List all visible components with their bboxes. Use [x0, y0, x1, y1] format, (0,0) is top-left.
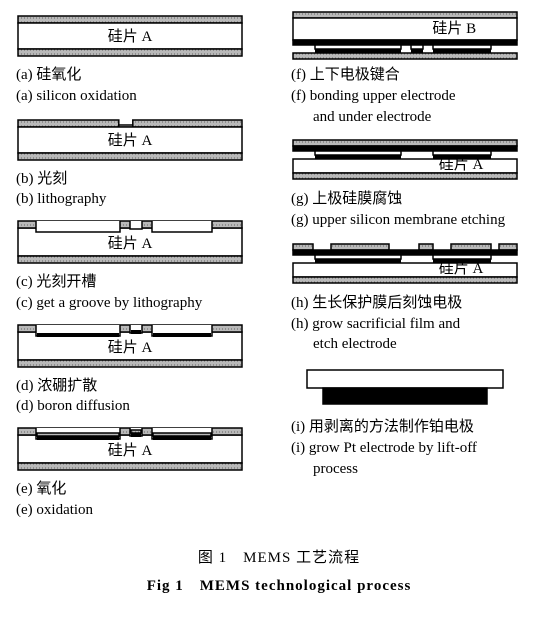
step-a-diagram: 硅片 A — [14, 8, 246, 64]
step-c-caption-en: (c) get a groove by lithography — [16, 294, 269, 313]
step-e-caption-en: (e) oxidation — [16, 501, 269, 520]
step-d-diagram: 硅片 A — [14, 319, 246, 375]
step-i-diagram — [289, 360, 521, 416]
step-e-diagram: 硅片 A — [14, 422, 246, 478]
step-i-caption-en2: process — [291, 460, 544, 479]
step-d-caption-en: (d) boron diffusion — [16, 397, 269, 416]
figure-title: 图 1 MEMS 工艺流程 Fig 1 MEMS technological p… — [14, 544, 544, 601]
svg-text:硅片 A: 硅片 A — [108, 132, 153, 149]
step-g-caption-cn: (g) 上极硅膜腐蚀 — [291, 190, 544, 209]
step-h-caption-cn: (h) 生长保护膜后刻蚀电极 — [291, 294, 544, 313]
svg-text:硅片 A: 硅片 A — [108, 442, 153, 459]
step-e: 硅片 A (e) 氧化 (e) oxidation — [14, 422, 269, 520]
step-c-caption-cn: (c) 光刻开槽 — [16, 273, 269, 292]
step-i: (i) 用剥离的方法制作铂电极 (i) grow Pt electrode by… — [289, 360, 544, 478]
step-b-caption-en: (b) lithography — [16, 190, 269, 209]
svg-text:硅片 A: 硅片 A — [439, 260, 484, 277]
svg-text:硅片 A: 硅片 A — [108, 339, 153, 356]
step-f-caption-cn: (f) 上下电极键合 — [291, 66, 544, 85]
step-f: 硅片 B (f) 上下电极键合 (f) bonding upper electr… — [289, 8, 544, 126]
step-g: 硅片 A (g) 上极硅膜腐蚀 (g) upper silicon membra… — [289, 132, 544, 230]
step-f-caption-en: (f) bonding upper electrode — [291, 87, 544, 106]
step-f-diagram: 硅片 B — [289, 8, 521, 64]
right-column: 硅片 B (f) 上下电极键合 (f) bonding upper electr… — [289, 8, 544, 526]
step-a-caption-en: (a) silicon oxidation — [16, 87, 269, 106]
step-i-caption-cn: (i) 用剥离的方法制作铂电极 — [291, 418, 544, 437]
step-e-caption-cn: (e) 氧化 — [16, 480, 269, 499]
step-c-diagram: 硅片 A — [14, 215, 246, 271]
step-g-diagram: 硅片 A — [289, 132, 521, 188]
step-h-diagram: 硅片 A — [289, 236, 521, 292]
svg-text:硅片 A: 硅片 A — [108, 28, 153, 45]
svg-text:硅片 A: 硅片 A — [439, 156, 484, 173]
step-d: 硅片 A (d) 浓硼扩散 (d) boron diffusion — [14, 319, 269, 417]
figure-title-cn: 图 1 MEMS 工艺流程 — [14, 544, 544, 573]
step-b-diagram: 硅片 A — [14, 112, 246, 168]
step-a: 硅片 A (a) 硅氧化 (a) silicon oxidation — [14, 8, 269, 106]
svg-text:硅片 B: 硅片 B — [432, 20, 476, 37]
step-c: 硅片 A (c) 光刻开槽 (c) get a groove by lithog… — [14, 215, 269, 313]
step-g-caption-en: (g) upper silicon membrane etching — [291, 211, 544, 230]
step-b: 硅片 A (b) 光刻 (b) lithography — [14, 112, 269, 210]
step-h: 硅片 A (h) 生长保护膜后刻蚀电极 (h) grow sacrificial… — [289, 236, 544, 354]
step-a-caption-cn: (a) 硅氧化 — [16, 66, 269, 85]
svg-text:硅片 A: 硅片 A — [108, 235, 153, 252]
step-b-caption-cn: (b) 光刻 — [16, 170, 269, 189]
figure-title-en: Fig 1 MEMS technological process — [14, 572, 544, 601]
columns: 硅片 A (a) 硅氧化 (a) silicon oxidation 硅片 A … — [14, 8, 544, 526]
step-d-caption-cn: (d) 浓硼扩散 — [16, 377, 269, 396]
step-h-caption-en: (h) grow sacrificial film and — [291, 315, 544, 334]
left-column: 硅片 A (a) 硅氧化 (a) silicon oxidation 硅片 A … — [14, 8, 269, 526]
step-i-caption-en: (i) grow Pt electrode by lift-off — [291, 439, 544, 458]
step-f-caption-en2: and under electrode — [291, 108, 544, 127]
step-h-caption-en2: etch electrode — [291, 335, 544, 354]
